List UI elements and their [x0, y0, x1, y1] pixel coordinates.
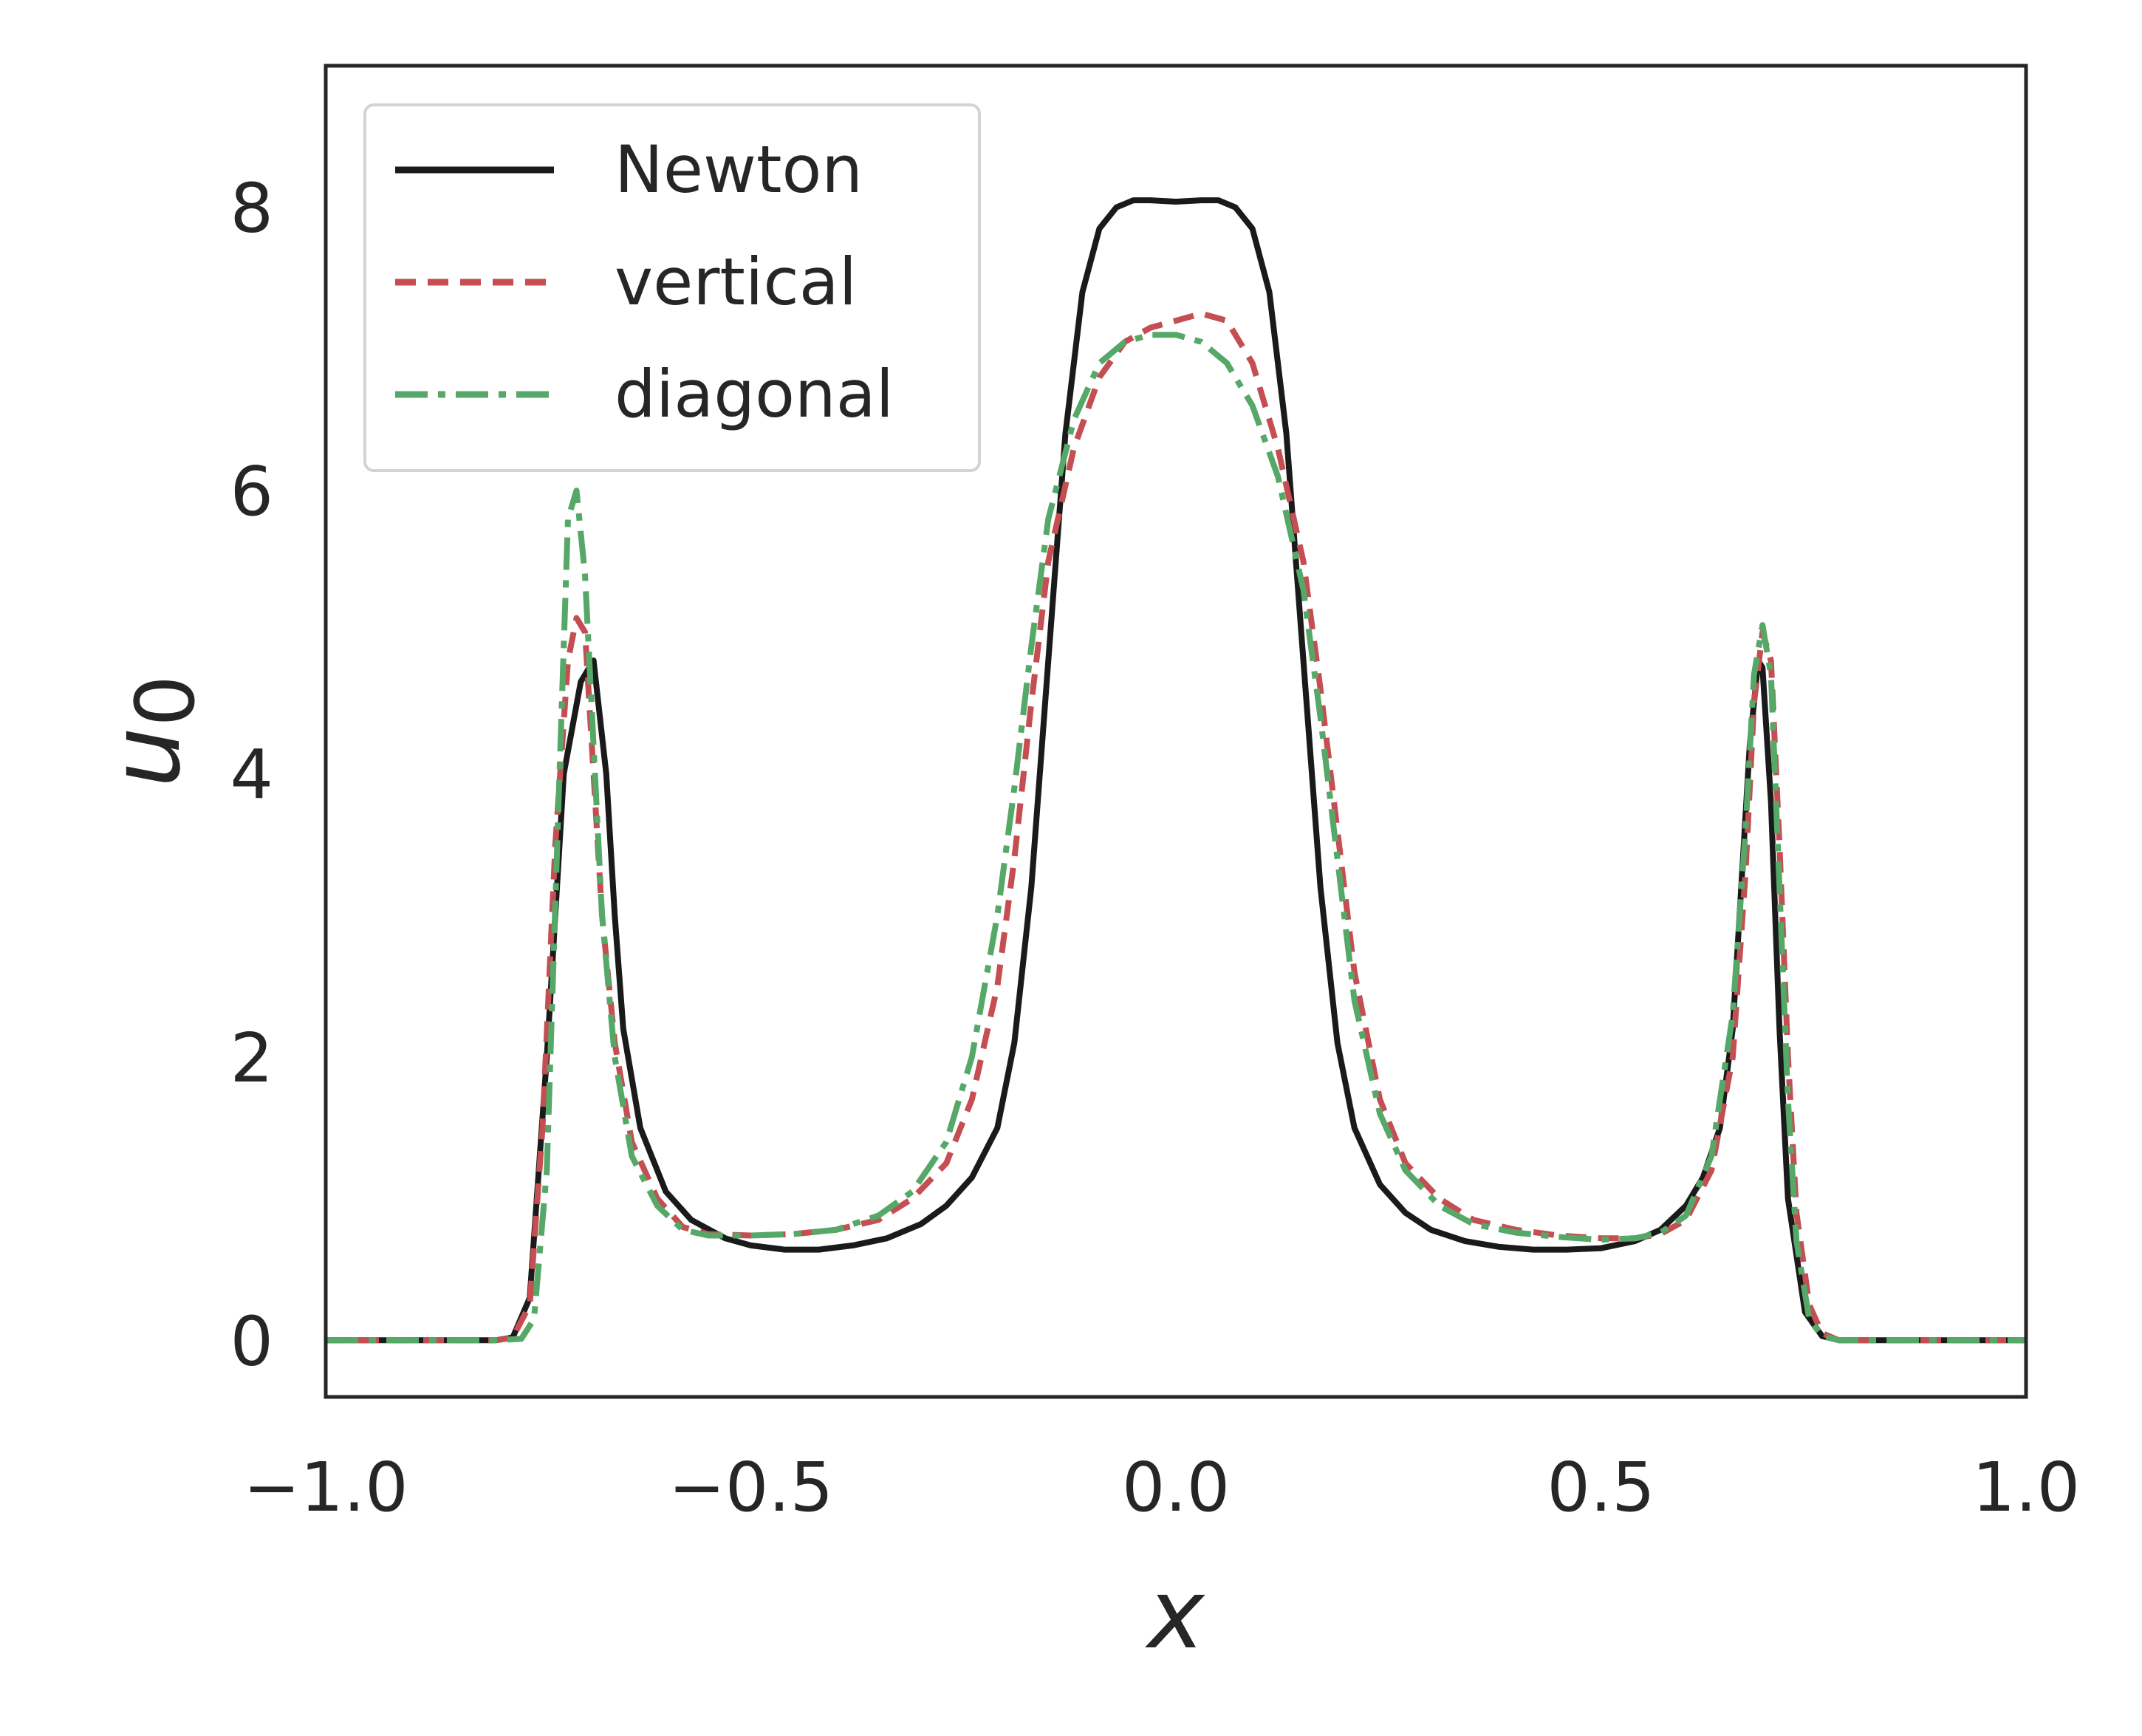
tick-labels: −1.0 −0.5 0.0 0.5 1.0 0 2 4 6 8: [230, 169, 2080, 1527]
y-axis-label: u0: [89, 675, 213, 787]
y-tick-label: 8: [230, 169, 273, 248]
y-tick-label: 2: [230, 1019, 273, 1098]
x-tick-label: 0.5: [1547, 1448, 1655, 1527]
legend-entry-vertical: vertical: [395, 244, 857, 320]
svg-text:u0: u0: [89, 675, 213, 787]
x-axis-label: x: [1145, 1558, 1206, 1670]
legend-entry-diagonal: diagonal: [395, 356, 894, 432]
legend: Newton vertical diagonal: [363, 103, 981, 472]
y-axis-label-base: u: [89, 727, 202, 787]
y-tick-label: 4: [230, 736, 273, 815]
x-tick-label: −1.0: [243, 1448, 408, 1527]
series-line-diagonal: [326, 332, 2026, 1344]
legend-entry-Newton: Newton: [395, 131, 863, 208]
y-tick-label: 0: [230, 1302, 273, 1381]
y-axis-label-subscript: 0: [118, 675, 213, 727]
y-tick-label: 6: [230, 452, 273, 531]
x-tick-label: 1.0: [1972, 1448, 2080, 1527]
plot-frame: [324, 64, 2028, 1399]
series-layer: [326, 197, 2026, 1344]
x-tick-label: 0.0: [1122, 1448, 1230, 1527]
legend-label: diagonal: [615, 356, 894, 432]
legend-box: [363, 103, 981, 472]
legend-label: vertical: [615, 244, 857, 320]
x-tick-label: −0.5: [668, 1448, 833, 1527]
legend-label: Newton: [615, 131, 863, 208]
